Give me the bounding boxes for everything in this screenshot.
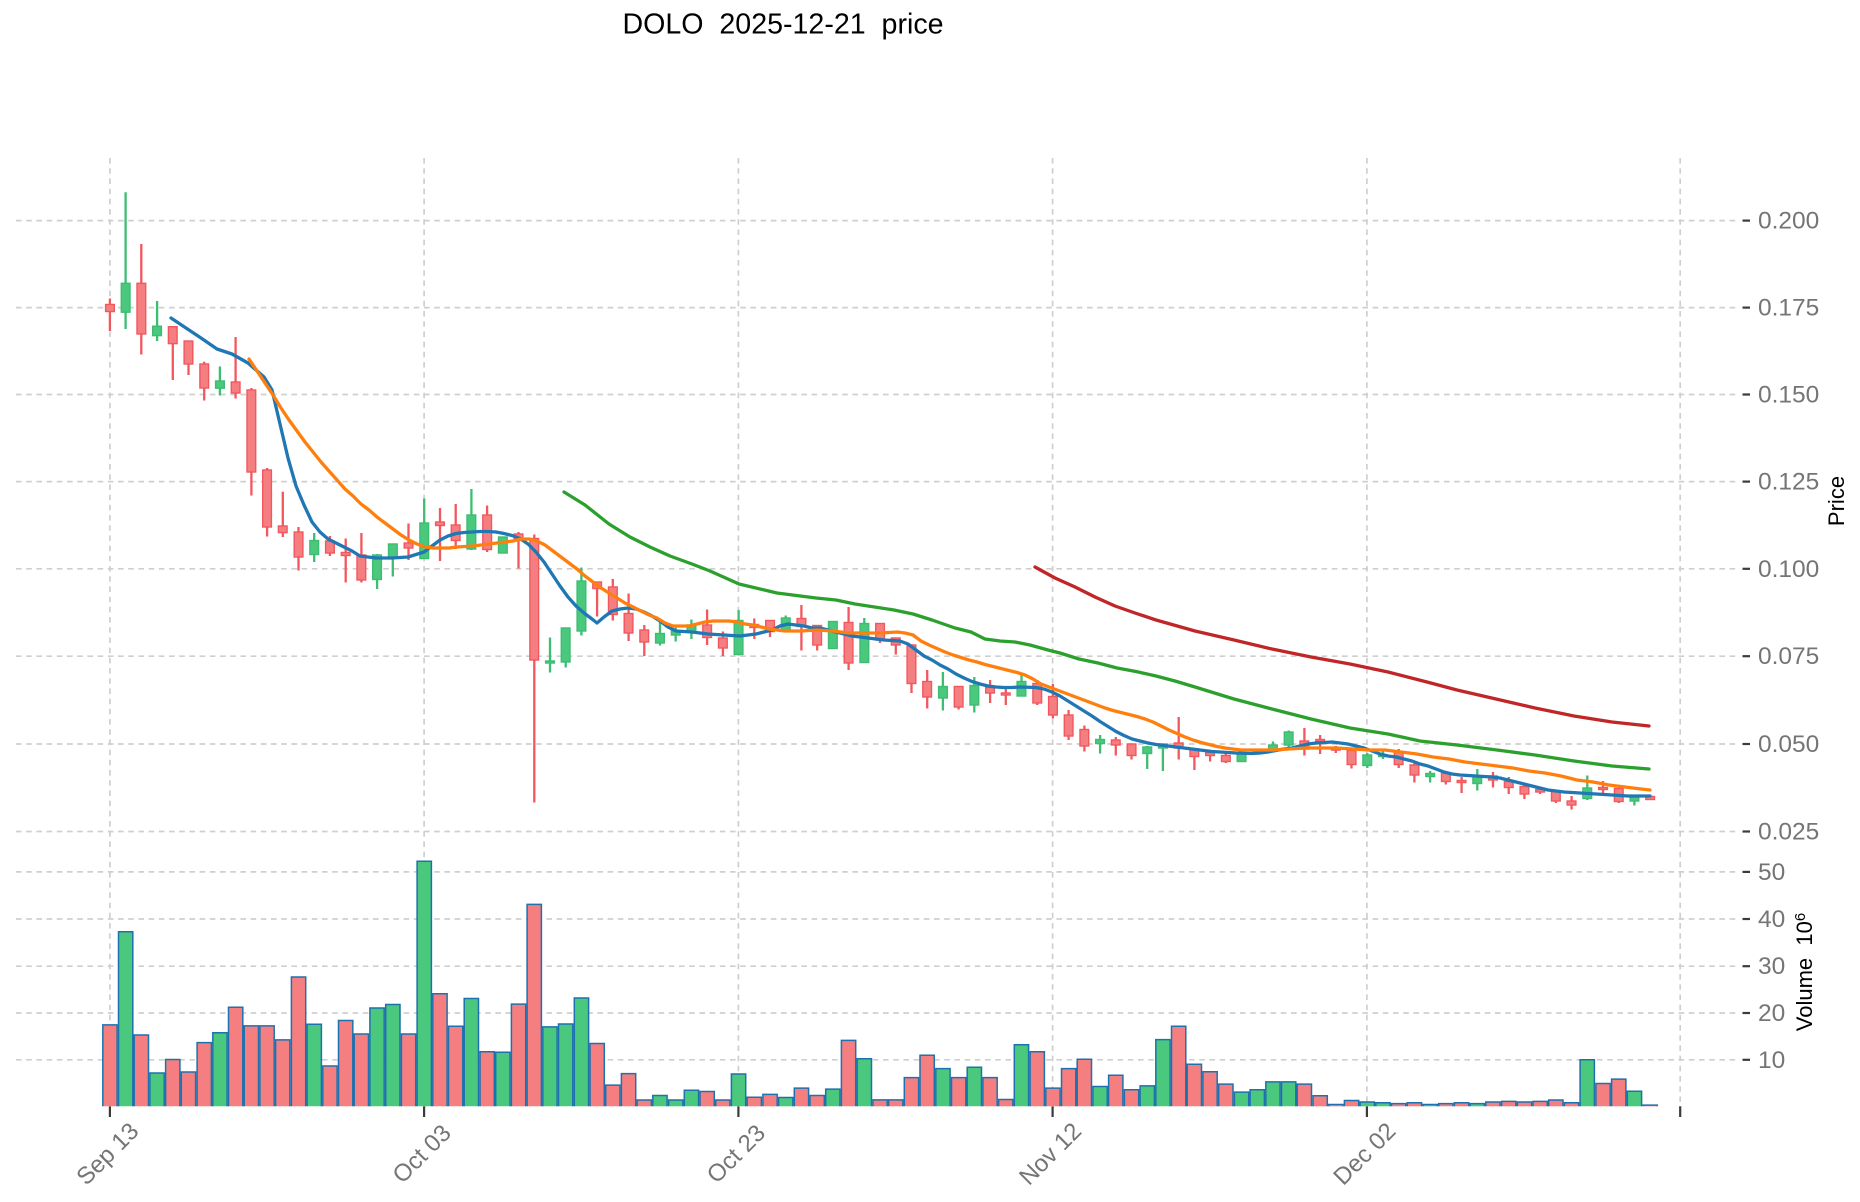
svg-text:40: 40 bbox=[1758, 906, 1785, 933]
svg-text:30: 30 bbox=[1758, 953, 1785, 980]
svg-text:DOLO 2025-12-21 price: DOLO 2025-12-21 price bbox=[622, 9, 943, 41]
svg-text:Volume 106: Volume 106 bbox=[1792, 913, 1817, 1031]
svg-text:0.100: 0.100 bbox=[1758, 556, 1819, 583]
svg-text:0.150: 0.150 bbox=[1758, 382, 1819, 409]
svg-text:0.200: 0.200 bbox=[1758, 208, 1819, 235]
svg-text:0.175: 0.175 bbox=[1758, 295, 1819, 322]
svg-text:0.025: 0.025 bbox=[1758, 819, 1819, 846]
svg-text:0.050: 0.050 bbox=[1758, 731, 1819, 758]
svg-text:0.125: 0.125 bbox=[1758, 469, 1819, 496]
svg-text:20: 20 bbox=[1758, 1000, 1785, 1027]
svg-text:10: 10 bbox=[1758, 1047, 1785, 1074]
svg-text:50: 50 bbox=[1758, 859, 1785, 886]
svg-text:Price: Price bbox=[1824, 476, 1849, 526]
svg-text:0.075: 0.075 bbox=[1758, 643, 1819, 670]
